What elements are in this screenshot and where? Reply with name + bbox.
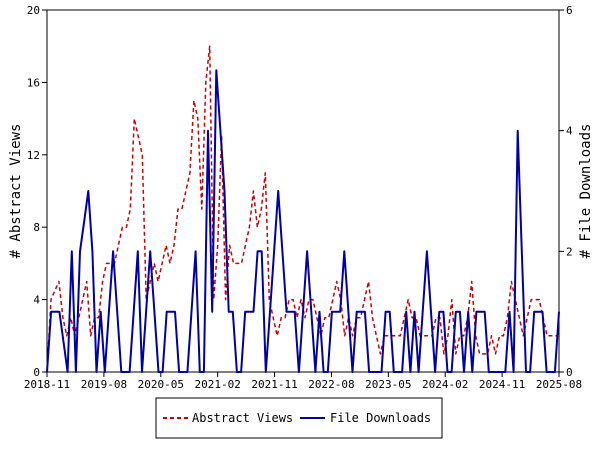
right-axis: 0 2 4 6 bbox=[559, 4, 573, 379]
legend-box bbox=[155, 397, 443, 439]
left-axis: 0 4 8 12 16 20 bbox=[27, 4, 47, 379]
left-tick-label: 4 bbox=[33, 294, 40, 307]
right-tick-label: 2 bbox=[566, 245, 573, 258]
x-tick-label: 2022-08 bbox=[308, 378, 354, 391]
x-axis: 2018-11 2019-08 2020-05 2021-02 2021-11 2022-… bbox=[24, 372, 582, 391]
legend: Abstract Views File Downloads bbox=[155, 397, 443, 439]
left-tick-label: 12 bbox=[27, 149, 40, 162]
x-tick-label: 2020-05 bbox=[138, 378, 184, 391]
series-layer bbox=[46, 45, 560, 373]
x-tick-label: 2025-08 bbox=[536, 378, 582, 391]
left-axis-title: # Abstract Views bbox=[8, 124, 24, 259]
left-tick-label: 20 bbox=[27, 4, 40, 17]
x-tick-label: 2023-05 bbox=[365, 378, 411, 391]
right-tick-label: 0 bbox=[566, 366, 573, 379]
legend-label-abstract-views: Abstract Views bbox=[192, 411, 293, 425]
right-tick-label: 4 bbox=[566, 125, 573, 138]
x-tick-label: 2024-02 bbox=[422, 378, 468, 391]
series-line-abstract-views bbox=[46, 45, 559, 373]
left-tick-label: 0 bbox=[33, 366, 40, 379]
x-tick-label: 2019-08 bbox=[81, 378, 127, 391]
left-tick-label: 16 bbox=[27, 76, 40, 89]
x-tick-label: 2021-02 bbox=[194, 378, 240, 391]
series-line-file-downloads bbox=[46, 69, 560, 373]
right-tick-label: 6 bbox=[566, 4, 573, 17]
legend-label-file-downloads: File Downloads bbox=[330, 411, 431, 425]
x-tick-label: 2024-11 bbox=[479, 378, 525, 391]
left-tick-label: 8 bbox=[33, 221, 40, 234]
right-axis-title: # File Downloads bbox=[578, 124, 594, 259]
x-tick-label: 2021-11 bbox=[251, 378, 297, 391]
x-tick-label: 2018-11 bbox=[24, 378, 70, 391]
